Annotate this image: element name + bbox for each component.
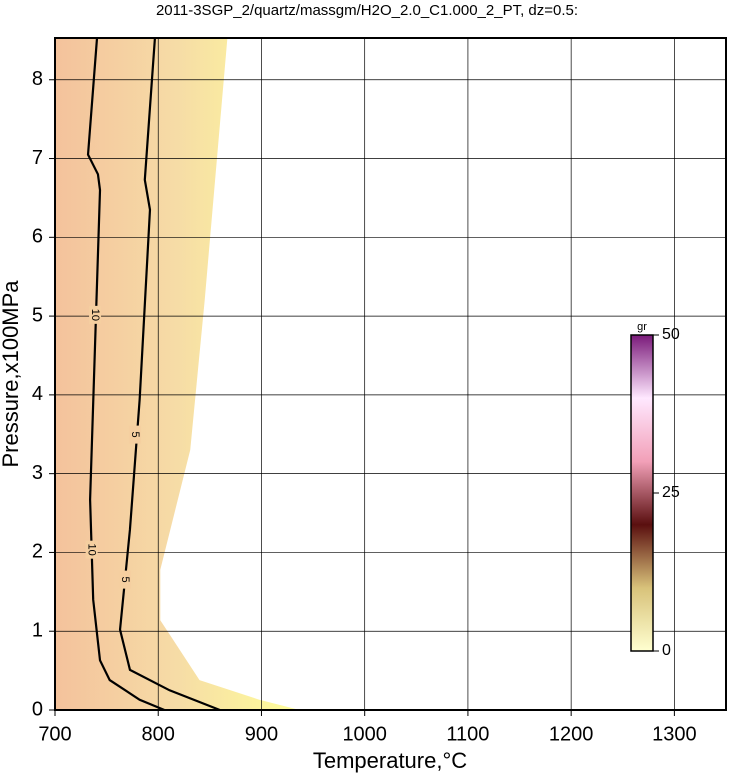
y-tick-label: 0 (32, 698, 43, 720)
colorbar-tick-label: 50 (662, 326, 680, 343)
colorbar-label: gr (637, 321, 647, 333)
contour-label-bg (128, 425, 141, 444)
filled-region (55, 38, 300, 710)
x-tick-label: 800 (142, 723, 175, 745)
contour-label: 10 (89, 309, 101, 321)
y-axis-label: Pressure,x100MPa (0, 280, 23, 468)
colorbar-tick-label: 0 (662, 642, 671, 659)
colorbar (630, 334, 654, 652)
contour-label-bg (85, 540, 98, 559)
contour-label: 5 (129, 432, 141, 438)
x-tick-label: 1200 (549, 723, 594, 745)
x-tick-label: 1100 (446, 723, 489, 745)
y-tick-label: 3 (32, 462, 43, 484)
y-tick-label: 8 (32, 68, 43, 90)
y-tick-label: 7 (32, 147, 43, 169)
y-tick-label: 4 (32, 383, 43, 405)
x-tick-label: 1300 (652, 723, 697, 745)
y-tick-label: 5 (32, 304, 43, 326)
x-tick-label: 900 (245, 723, 278, 745)
y-tick-label: 2 (32, 541, 43, 563)
y-tick-label: 1 (32, 620, 43, 642)
contour-label-bg (89, 305, 102, 324)
contour-line (118, 37, 221, 712)
colorbar-tick-label: 25 (662, 484, 680, 501)
chart-title: 2011-3SGP_2/quartz/massgm/H2O_2.0_C1.000… (156, 2, 578, 19)
x-axis-label: Temperature,°C (313, 748, 467, 773)
contour-label: 10 (86, 544, 98, 556)
x-tick-label: 700 (38, 723, 71, 745)
contour-label: 5 (119, 577, 131, 583)
x-tick-label: 1000 (342, 723, 387, 745)
contour-label-bg (118, 570, 131, 589)
y-tick-label: 6 (32, 226, 43, 248)
plot-frame (54, 37, 727, 711)
